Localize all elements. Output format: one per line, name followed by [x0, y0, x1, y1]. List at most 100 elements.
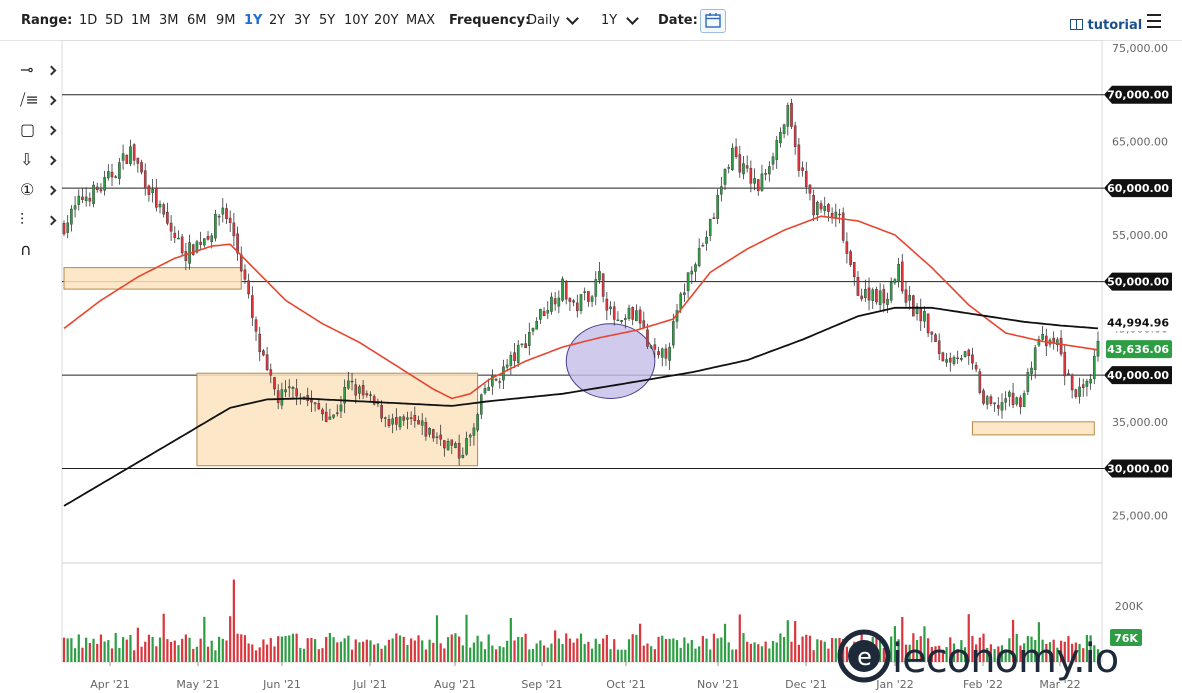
candle-body [387, 419, 391, 427]
candle-body [191, 244, 195, 255]
volume-bar [236, 633, 239, 662]
magnet-icon: ∩ [20, 240, 32, 259]
candle-body [107, 171, 110, 179]
candle-body [1044, 335, 1048, 347]
volume-bar [1041, 639, 1044, 662]
range-button-3m[interactable]: 3M [159, 13, 179, 28]
date-picker-button[interactable] [700, 9, 726, 33]
candle-body [383, 417, 387, 419]
candle-body [354, 384, 358, 396]
candle-body [162, 204, 166, 215]
arrow-tool[interactable]: ⇩ [14, 148, 58, 174]
range-button-20y[interactable]: 20Y [374, 13, 399, 28]
svg-text:e: e [857, 643, 871, 671]
volume-bar [897, 639, 900, 662]
volume-bar [720, 637, 723, 662]
candle-body [875, 288, 878, 303]
period-chevron-down-icon[interactable] [626, 12, 639, 25]
volume-bar [731, 649, 734, 662]
range-button-5y[interactable]: 5Y [319, 13, 336, 28]
candle-body [852, 262, 856, 278]
frequency-select[interactable]: Daily [527, 13, 560, 28]
candle-body [753, 178, 756, 184]
range-button-1y[interactable]: 1Y [244, 13, 263, 28]
y-tick-label: 25,000.00 [1112, 509, 1168, 522]
range-button-1m[interactable]: 1M [131, 13, 151, 28]
volume-bar [362, 641, 365, 662]
candle-body [708, 218, 712, 236]
volume-bar [454, 633, 457, 662]
candle-body [930, 331, 934, 335]
volume-bar [373, 644, 376, 662]
volume-bar [901, 617, 904, 662]
frequency-chevron-down-icon[interactable] [566, 12, 579, 25]
candle-body [199, 241, 202, 245]
volume-bar [262, 639, 265, 662]
hamburger-menu-icon[interactable] [1147, 14, 1161, 32]
range-button-3y[interactable]: 3Y [294, 13, 311, 28]
range-button-10y[interactable]: 10Y [344, 13, 369, 28]
volume-bar [520, 637, 524, 662]
magnet-tool[interactable]: ∩ [14, 238, 58, 264]
candle-body [84, 196, 88, 202]
price-chart[interactable]: 75,000.0065,000.0055,000.0045,000.0035,0… [0, 40, 1182, 693]
candle-body [771, 156, 775, 165]
volume-bar [812, 650, 815, 662]
toolbar: Range: 1D 5D 1M 3M 6M 9M 1Y 2Y 3Y 5Y 10Y 20Y MAX Fre… [0, 0, 1182, 41]
range-button-1d[interactable]: 1D [79, 13, 98, 28]
y-tick-label: 35,000.00 [1112, 416, 1168, 429]
candle-body [723, 169, 727, 185]
candle-body [760, 173, 764, 191]
candle-body [99, 189, 103, 192]
volume-bar [144, 641, 147, 662]
support-zones [63, 267, 1095, 467]
candle-body [782, 124, 786, 134]
candle-body [287, 386, 291, 389]
candle-body [457, 443, 461, 459]
candle-body [136, 157, 140, 164]
range-button-9m[interactable]: 9M [216, 13, 236, 28]
volume-bar [705, 638, 708, 662]
volume-bar [565, 633, 568, 662]
range-button-5d[interactable]: 5D [105, 13, 124, 28]
candle-body [553, 298, 557, 305]
candle-body [923, 310, 926, 322]
range-button-2y[interactable]: 2Y [269, 13, 286, 28]
candle-body [1070, 374, 1074, 391]
marker-tool[interactable]: ① [14, 178, 58, 204]
volume-bar [602, 638, 605, 662]
volume-bar [195, 646, 199, 662]
fibonacci-tool[interactable]: ⫶ [14, 208, 58, 234]
candle-body [1026, 372, 1030, 392]
candle-body [143, 170, 147, 189]
candle-body [454, 443, 457, 449]
tutorial-link[interactable]: tutorial [1070, 18, 1142, 33]
candle-body [705, 236, 708, 244]
candle-body [886, 298, 889, 305]
candle-body [214, 213, 217, 239]
trend-tools[interactable]: ⧸≡ [14, 88, 58, 114]
volume-bar [480, 641, 483, 662]
candle-body [236, 233, 239, 254]
candle-body [996, 405, 1000, 409]
crosshair-line-tool[interactable]: ⊸ [14, 58, 58, 84]
candle-body [1063, 351, 1067, 377]
candle-body [520, 343, 524, 346]
candle-body [974, 364, 978, 370]
range-button-max[interactable]: MAX [406, 13, 436, 28]
candle-body [889, 282, 893, 301]
candle-body [103, 177, 106, 191]
volume-bar [129, 634, 132, 662]
volume-bar [945, 647, 948, 662]
candle-body [328, 416, 332, 420]
support-zone [971, 421, 1095, 436]
volume-bar [221, 638, 224, 662]
x-tick-label: Mar '22 [1039, 678, 1080, 691]
rectangle-tool[interactable]: ▢ [14, 118, 58, 144]
range-button-6m[interactable]: 6M [187, 13, 207, 28]
candle-body [775, 140, 779, 160]
candle-body [941, 352, 945, 361]
candle-body [472, 427, 476, 436]
volume-bar [398, 635, 402, 662]
period-select[interactable]: 1Y [601, 13, 618, 28]
